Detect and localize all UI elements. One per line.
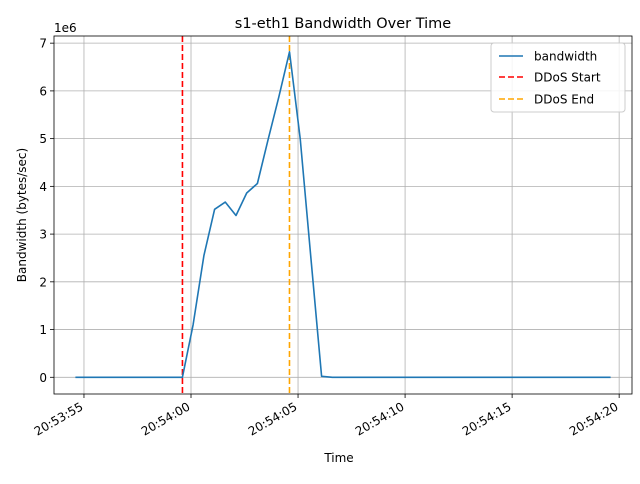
y-axis: 0 1 2 3 4 5 6 7 xyxy=(39,37,54,385)
y-tick-label: 7 xyxy=(39,37,47,51)
legend-label-ddos-end: DDoS End xyxy=(534,93,594,107)
legend-box xyxy=(490,42,626,113)
y-axis-offset-label: 1e6 xyxy=(54,21,77,35)
y-tick-label: 6 xyxy=(39,84,47,98)
event-markers xyxy=(181,36,291,394)
y-tick-label: 1 xyxy=(39,323,47,337)
chart-title: s1-eth1 Bandwidth Over Time xyxy=(235,16,451,32)
y-tick-label: 2 xyxy=(39,275,47,289)
grid xyxy=(54,36,632,394)
y-tick-label: 4 xyxy=(39,180,47,194)
y-tick-label: 5 xyxy=(39,132,47,146)
legend-label-bandwidth: bandwidth xyxy=(534,50,597,64)
y-axis-label: Bandwidth (bytes/sec) xyxy=(15,148,29,282)
legend-label-ddos-start: DDoS Start xyxy=(534,71,601,85)
y-tick-label: 0 xyxy=(39,371,47,385)
series-line-bandwidth xyxy=(75,50,611,379)
legend: bandwidth DDoS Start DDoS End xyxy=(490,42,626,113)
series-layer xyxy=(75,50,611,379)
plot-frame xyxy=(53,35,633,395)
x-axis-label: Time xyxy=(323,451,353,465)
y-tick-label: 3 xyxy=(39,228,47,242)
